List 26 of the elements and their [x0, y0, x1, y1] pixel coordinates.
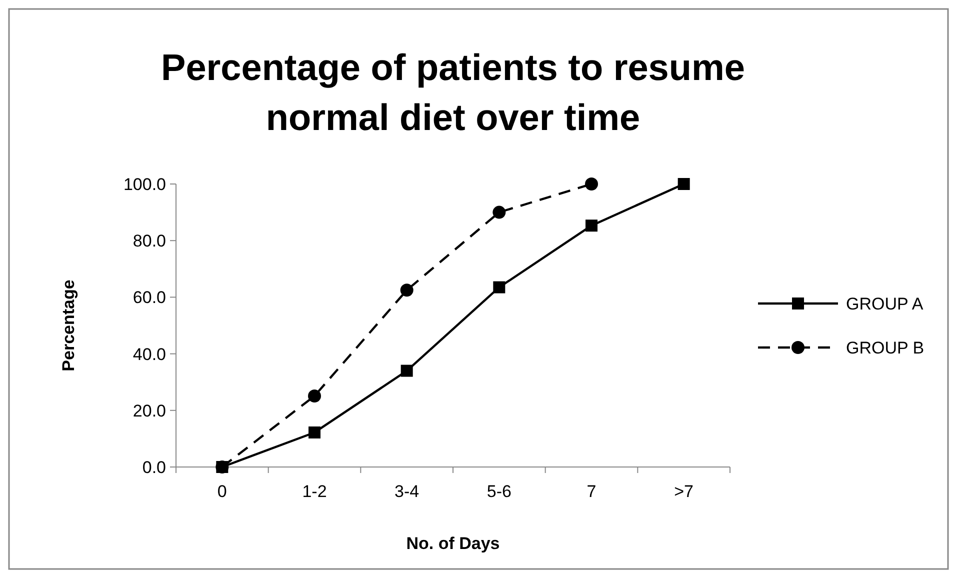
- x-tick-label: 0: [217, 482, 227, 501]
- point: [586, 220, 598, 232]
- legend-label: GROUP B: [846, 338, 924, 358]
- x-tick-label: 5-6: [486, 482, 512, 501]
- point: [493, 281, 506, 294]
- point: [308, 426, 320, 438]
- point: [492, 206, 506, 219]
- y-tick-label: 60.0: [132, 288, 166, 308]
- legend-label: GROUP A: [846, 294, 924, 314]
- x-tick-label: 3-4: [394, 482, 420, 501]
- point: [400, 284, 414, 297]
- y-tick-label: 40.0: [132, 344, 166, 364]
- y-axis-title: Percentage: [59, 280, 78, 372]
- x-tick-label: 1-2: [302, 482, 327, 501]
- y-tick-label: 100.0: [123, 174, 166, 194]
- y-tick-label: 0.0: [142, 458, 166, 477]
- x-tick-label: 7: [586, 482, 596, 501]
- y-tick-label: 20.0: [132, 401, 166, 420]
- point: [400, 364, 413, 377]
- chart-title: Percentage of patients to resume normal diet over time: [161, 47, 745, 138]
- point: [678, 178, 690, 190]
- y-tick-label: 80.0: [132, 232, 166, 251]
- x-tick-label: >7: [674, 482, 694, 501]
- point: [308, 389, 321, 402]
- x-axis-title: No. of Days: [406, 534, 500, 553]
- point: [585, 178, 598, 190]
